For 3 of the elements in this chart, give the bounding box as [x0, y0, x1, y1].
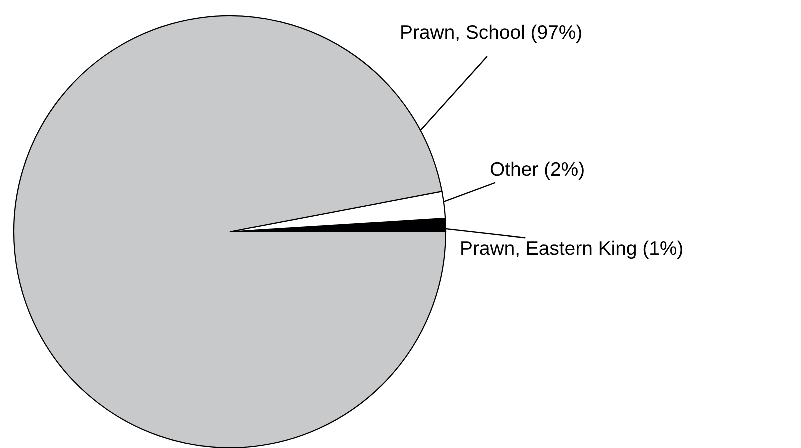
slice-label: Prawn, School (97%) [402, 24, 582, 44]
slice-label: Prawn, Eastern King (1%) [462, 240, 682, 260]
slice-label: Other (2%) [490, 162, 584, 180]
